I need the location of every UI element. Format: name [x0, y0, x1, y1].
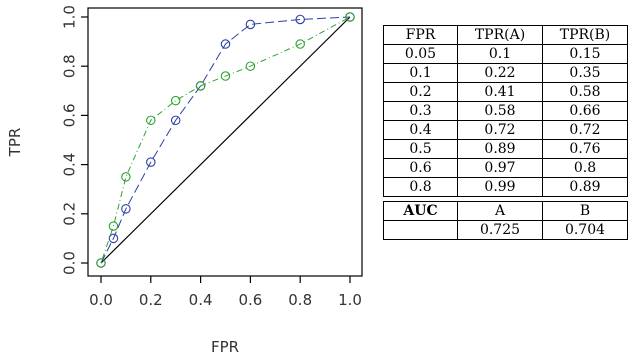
y-tick-label: 0.2 — [61, 202, 79, 226]
table-cell: 0.2 — [383, 82, 458, 102]
series-1-point — [146, 157, 156, 167]
y-axis: 0.0 0.2 0.4 0.6 0.8 1.0 — [61, 5, 88, 275]
y-tick-label: 0.6 — [61, 103, 79, 127]
table-cell: 0.89 — [457, 139, 543, 159]
series-2-point — [245, 61, 256, 71]
x-tick-label: 0.6 — [238, 291, 262, 309]
table-row: 0.3 0.58 0.66 — [383, 101, 628, 121]
table-row: 0.4 0.72 0.72 — [383, 120, 628, 140]
auc-empty-cell — [383, 220, 458, 240]
auc-header-cell: B — [542, 201, 628, 221]
table-cell: 0.58 — [542, 82, 628, 102]
y-tick-label: 1.0 — [61, 5, 79, 29]
table-row: 0.05 0.1 0.15 — [383, 44, 628, 64]
table-row: 0.1 0.22 0.35 — [383, 63, 628, 83]
plot-frame — [87, 7, 363, 277]
series-2-line — [100, 16, 351, 264]
series-2-point — [195, 81, 206, 91]
table-cell: 0.8 — [383, 177, 458, 197]
table-cell: 0.4 — [383, 120, 458, 140]
table-cell: 0.3 — [383, 101, 458, 121]
table-cell: 0.99 — [457, 177, 543, 197]
table-cell: 0.89 — [542, 177, 628, 197]
series-2-point — [220, 71, 231, 81]
table-header-row: FPR TPR(A) TPR(B) — [383, 25, 628, 45]
table-cell: 0.1 — [383, 63, 458, 83]
x-tick-label: 0.2 — [139, 291, 163, 309]
series-1-point — [220, 39, 231, 49]
y-tick-label: 0.4 — [61, 153, 79, 177]
x-tick-label: 0.0 — [89, 291, 113, 309]
auc-header-cell: A — [457, 201, 543, 221]
series-1-point — [170, 115, 181, 126]
table-cell: 0.72 — [457, 120, 543, 140]
series-2-point — [96, 258, 106, 268]
table-header-cell: TPR(B) — [542, 25, 628, 45]
series-layer — [96, 12, 355, 268]
x-axis-label: FPR — [211, 338, 239, 356]
table-cell: 0.66 — [542, 101, 628, 121]
series-2-point — [146, 115, 156, 126]
series-1-point — [121, 204, 131, 214]
table-cell: 0.15 — [542, 44, 628, 64]
table-cell: 0.05 — [383, 44, 458, 64]
auc-label-cell: AUC — [383, 201, 458, 221]
series-2-point — [108, 221, 119, 231]
table-cell: 0.35 — [542, 63, 628, 83]
auc-header-row: AUC A B — [383, 201, 628, 221]
roc-table: FPR TPR(A) TPR(B) 0.05 0.1 0.15 0.1 0.22 0.35 0.2… — [383, 25, 628, 240]
table-cell: 0.58 — [457, 101, 543, 121]
x-tick-label: 0.8 — [288, 291, 312, 309]
table-cell: 0.41 — [457, 82, 543, 102]
x-tick-label: 0.4 — [189, 291, 213, 309]
x-axis: 0.0 0.2 0.4 0.6 0.8 1.0 — [89, 276, 362, 309]
table-row: 0.6 0.97 0.8 — [383, 158, 628, 178]
table-cell: 0.22 — [457, 63, 543, 83]
y-tick-label: 0.0 — [61, 251, 79, 275]
table-cell: 0.76 — [542, 139, 628, 159]
series-2-point — [121, 172, 131, 182]
auc-value-cell: 0.725 — [457, 220, 543, 240]
table-cell: 0.72 — [542, 120, 628, 140]
table-row: 0.2 0.41 0.58 — [383, 82, 628, 102]
table-header-cell: FPR — [383, 25, 458, 45]
series-1-line — [100, 16, 351, 264]
auc-value-cell: 0.704 — [542, 220, 628, 240]
table-row: 0.5 0.89 0.76 — [383, 139, 628, 159]
series-2-point — [170, 95, 181, 106]
x-tick-label: 1.0 — [338, 291, 362, 309]
y-tick-label: 0.8 — [61, 54, 79, 78]
series-1-point — [108, 233, 119, 244]
table-row: 0.8 0.99 0.89 — [383, 177, 628, 197]
diagonal-reference-line — [100, 16, 351, 264]
series-2-point — [345, 12, 355, 22]
series-1-point — [245, 19, 256, 30]
table-header-cell: TPR(A) — [457, 25, 543, 45]
table-cell: 0.8 — [542, 158, 628, 178]
table-cell: 0.5 — [383, 139, 458, 159]
series-1-point — [295, 14, 305, 25]
auc-value-row: 0.725 0.704 — [383, 220, 628, 240]
y-axis-label: TPR — [6, 128, 24, 158]
table-cell: 0.6 — [383, 158, 458, 178]
table-cell: 0.97 — [457, 158, 543, 178]
table-cell: 0.1 — [457, 44, 543, 64]
series-2-point — [295, 39, 305, 49]
